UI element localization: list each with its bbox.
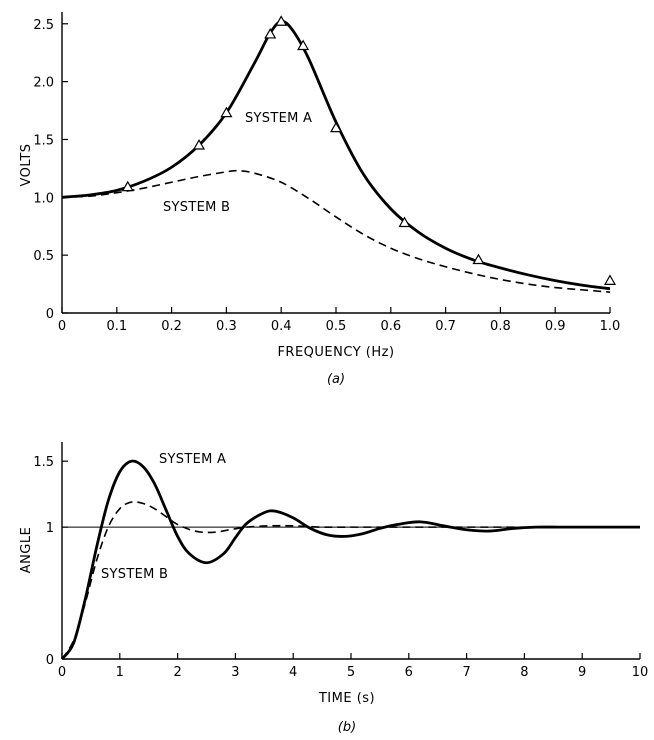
x-tick-label: 4 [289, 665, 297, 680]
data-point-marker [220, 106, 233, 118]
y-tick-label: 1.0 [33, 191, 54, 206]
data-point-marker [264, 27, 277, 39]
y-tick-label: 2.5 [33, 18, 54, 33]
x-tick-label: 7 [462, 665, 470, 680]
data-point-marker [192, 139, 206, 150]
x-tick-label: 0.4 [271, 319, 292, 334]
panel-a-series [61, 15, 617, 293]
x-tick-label: 5 [347, 665, 355, 680]
data-point-marker [329, 121, 343, 133]
panel-b-series-a-label: SYSTEM A [159, 452, 226, 467]
y-tick-label: 0 [46, 307, 54, 322]
x-tick-label: 0.5 [326, 319, 347, 334]
x-tick-label: 0.7 [435, 319, 456, 334]
x-tick-label: 0.8 [490, 319, 511, 334]
panel-a-axes [61, 12, 610, 314]
x-tick-label: 8 [520, 665, 528, 680]
x-tick-label: 0.3 [216, 319, 237, 334]
series-line-system-b [61, 500, 525, 660]
panel-b-caption: (b) [338, 720, 356, 735]
panel-b-y-axis-label: ANGLE [19, 527, 34, 574]
data-point-marker [472, 253, 485, 265]
panel-a-y-axis-label: VOLTS [19, 143, 34, 186]
panel-b-x-axis-label: TIME (s) [318, 691, 375, 706]
data-point-marker [275, 15, 288, 26]
panel-a-series-a-label: SYSTEM A [245, 111, 312, 126]
panel-a-caption: (a) [327, 372, 345, 387]
data-point-marker [297, 39, 310, 51]
series-line-system-a [60, 459, 640, 660]
data-point-marker [603, 274, 617, 285]
panel-a-series-b-label: SYSTEM B [163, 200, 230, 215]
panel-b-ticks: 0 1 2 3 4 5 6 7 8 9 10 0 1 1.5 [33, 455, 648, 680]
y-tick-label: 1.5 [33, 133, 54, 148]
panel-a-chart: 0 0.1 0.2 0.3 0.4 0.5 0.6 0.7 0.8 0.9 1.0 0 0.5 1.0 1.… [19, 12, 620, 387]
x-tick-label: 0.2 [161, 319, 182, 334]
x-tick-label: 0.6 [380, 319, 401, 334]
x-tick-label: 1 [116, 665, 124, 680]
y-tick-label: 0 [46, 653, 54, 668]
x-tick-label: 0.9 [545, 319, 566, 334]
panel-b-chart: 0 1 2 3 4 5 6 7 8 9 10 0 1 1.5 SYSTEM A SYSTEM B TIME… [19, 442, 648, 735]
data-point-marker [398, 216, 411, 228]
x-tick-label: 0.1 [106, 319, 127, 334]
y-tick-label: 2.0 [33, 76, 54, 91]
panel-a-ticks: 0 0.1 0.2 0.3 0.4 0.5 0.6 0.7 0.8 0.9 1.0 0 0.5 1.0 1.… [33, 18, 620, 334]
series-line-system-a [61, 20, 611, 291]
x-tick-label: 3 [231, 665, 239, 680]
panel-a-x-axis-label: FREQUENCY (Hz) [277, 345, 394, 360]
data-point-marker [121, 180, 134, 192]
series-line-system-b [61, 169, 611, 293]
x-tick-label: 6 [405, 665, 413, 680]
panel-b-series [60, 459, 640, 660]
x-tick-label: 9 [578, 665, 586, 680]
y-tick-label: 1 [46, 521, 54, 536]
panel-b-series-b-label: SYSTEM B [101, 567, 168, 582]
x-tick-label: 10 [632, 665, 649, 680]
x-tick-label: 0 [58, 319, 66, 334]
y-tick-label: 0.5 [33, 249, 54, 264]
y-tick-label: 1.5 [33, 455, 54, 470]
x-tick-label: 0 [58, 665, 66, 680]
x-tick-label: 1.0 [600, 319, 621, 334]
x-tick-label: 2 [173, 665, 181, 680]
